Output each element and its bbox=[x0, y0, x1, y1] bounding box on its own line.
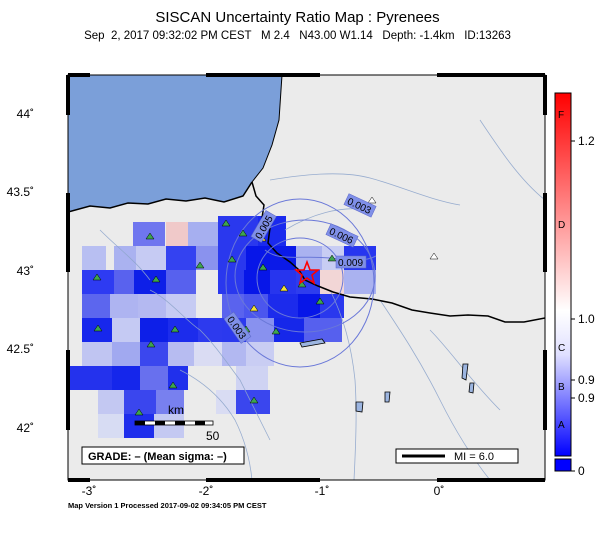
lon-tick-label: 0˚ bbox=[433, 484, 445, 498]
colorbar-tick-label: 0.9 bbox=[578, 391, 595, 405]
lon-tick-label: -3˚ bbox=[81, 484, 97, 498]
grade-letter: F bbox=[558, 110, 565, 121]
mi-legend-text: MI = 6.0 bbox=[454, 451, 494, 463]
lat-tick-label: 43˚ bbox=[16, 264, 34, 278]
lat-tick-label: 44˚ bbox=[16, 107, 34, 121]
scale-value: 50 bbox=[206, 429, 220, 443]
epicenter-star bbox=[293, 259, 321, 285]
event-info: Sep 2, 2017 09:32:02 PM CEST M 2.4 N43.0… bbox=[84, 30, 511, 42]
lon-tick-label: -1˚ bbox=[314, 484, 330, 498]
sea-bay-of-biscay bbox=[68, 75, 282, 212]
grade-letter: D bbox=[558, 220, 566, 231]
scale-bar: km 50 bbox=[134, 403, 220, 443]
lat-tick-label: 42˚ bbox=[16, 421, 34, 435]
colorbar-tick-label: 0.9 bbox=[578, 373, 595, 387]
colorbar-tick-label: 1.2 bbox=[578, 134, 595, 148]
grade-text: GRADE: – (Mean sigma: –) bbox=[88, 451, 227, 463]
map-title: SISCAN Uncertainty Ratio Map : Pyrenees bbox=[155, 9, 440, 26]
grade-box: GRADE: – (Mean sigma: –) bbox=[81, 446, 245, 465]
contour-label: 0.009 bbox=[338, 258, 363, 269]
scale-unit: km bbox=[168, 403, 184, 417]
grade-letter: C bbox=[558, 343, 566, 354]
map-frame bbox=[66, 73, 547, 482]
station-markers bbox=[92, 196, 439, 416]
grade-letter: B bbox=[558, 382, 565, 393]
colorbar-tick-label: 0 bbox=[578, 464, 585, 478]
processing-footer: Map Version 1 Processed 2017-09-02 09:34… bbox=[68, 501, 267, 510]
colorbar-tick-label: 1.0 bbox=[578, 312, 595, 326]
grade-letter: A bbox=[558, 420, 565, 431]
colorbar bbox=[554, 92, 575, 472]
reservoirs bbox=[299, 338, 475, 413]
lat-tick-label: 42.5˚ bbox=[6, 342, 34, 356]
lon-tick-label: -2˚ bbox=[198, 484, 214, 498]
mi-legend: MI = 6.0 bbox=[395, 448, 519, 464]
lat-tick-label: 43.5˚ bbox=[6, 185, 34, 199]
